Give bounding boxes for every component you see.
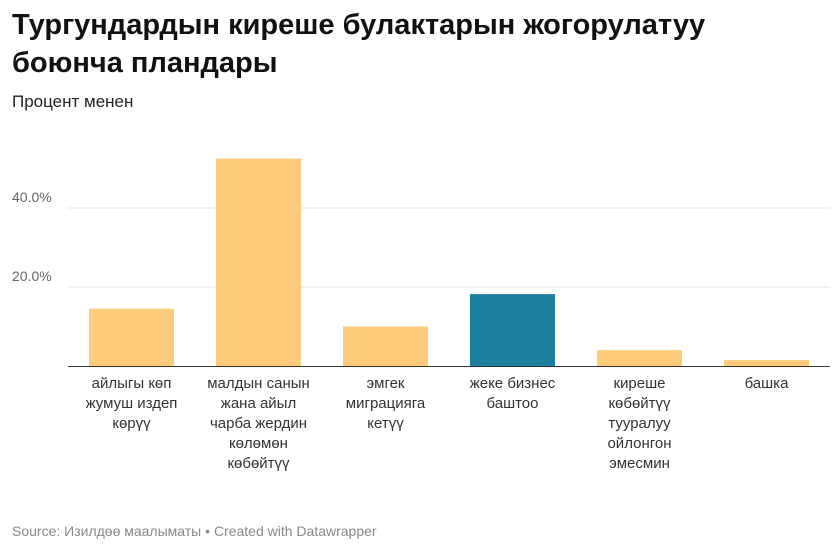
chart-subtitle: Процент менен — [12, 92, 134, 111]
y-tick-label: 20.0% — [12, 268, 52, 284]
bar[interactable] — [724, 360, 809, 366]
x-category-label: киреше көбөйтүү тууралуу ойлонгон эмесми… — [607, 375, 672, 472]
x-category-label: малдын санын жана айыл чарба жердин көлө… — [207, 375, 310, 472]
chart-title: Тургундардын киреше булактарын жогорулат… — [12, 9, 706, 79]
footer-separator: • — [201, 523, 214, 539]
x-category-label: башка — [744, 375, 789, 392]
footer: Source: Изилдөө маалыматы • Created with… — [12, 523, 377, 539]
source-note: Source: Изилдөө маалыматы — [12, 523, 202, 539]
x-category-label: эмгек миграцияга кетүү — [345, 375, 426, 432]
y-tick-label: 40.0% — [12, 189, 52, 205]
bar[interactable] — [597, 350, 682, 366]
x-category-label: айлыгы көп жумуш издеп көрүү — [85, 375, 178, 432]
datawrapper-credit[interactable]: Created with Datawrapper — [213, 523, 377, 539]
bar[interactable] — [216, 158, 301, 366]
bar[interactable] — [470, 294, 555, 366]
x-category-label: жеке бизнес баштоо — [469, 375, 556, 412]
bar[interactable] — [89, 308, 174, 366]
bar[interactable] — [343, 326, 428, 367]
